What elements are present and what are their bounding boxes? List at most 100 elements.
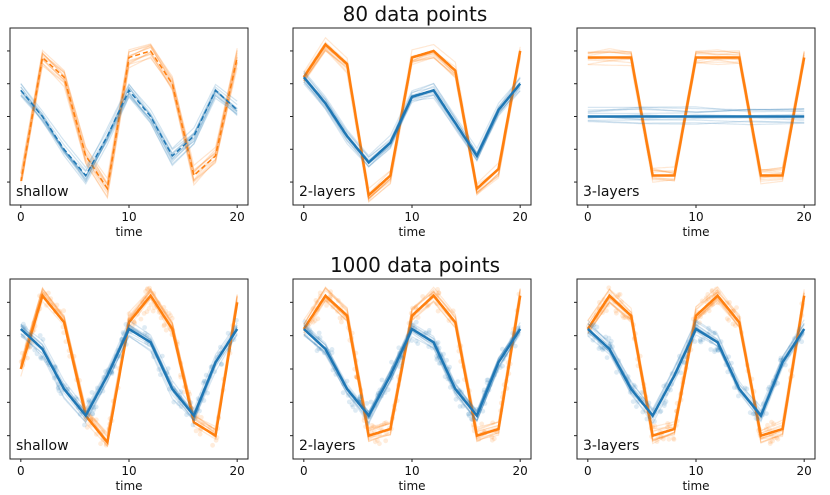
sample-line bbox=[587, 288, 805, 432]
data-point bbox=[129, 323, 135, 329]
data-point bbox=[450, 308, 456, 314]
data-point bbox=[607, 341, 613, 347]
sample-line bbox=[20, 289, 238, 443]
data-point bbox=[163, 308, 169, 314]
data-point bbox=[435, 355, 440, 361]
sample-line bbox=[20, 56, 238, 199]
series-line bbox=[302, 293, 522, 438]
data-point bbox=[56, 384, 61, 390]
data-point bbox=[771, 421, 776, 427]
data-point bbox=[697, 320, 702, 326]
data-point bbox=[594, 324, 600, 330]
data-point bbox=[632, 384, 638, 390]
x-tick-label: 20 bbox=[513, 210, 528, 224]
data-point bbox=[198, 415, 204, 420]
data-point bbox=[441, 351, 446, 357]
sample-line bbox=[587, 51, 805, 174]
data-point bbox=[671, 437, 677, 442]
data-point bbox=[667, 422, 672, 428]
data-point bbox=[37, 333, 43, 338]
sample-line bbox=[587, 106, 805, 113]
row-title-bottom: 1000 data points bbox=[330, 253, 500, 277]
data-point bbox=[90, 411, 95, 417]
data-point bbox=[708, 347, 714, 352]
panel-label-bg bbox=[295, 435, 365, 455]
panel-label: 3-layers bbox=[583, 438, 639, 454]
data-point bbox=[706, 325, 711, 331]
plot-area bbox=[20, 43, 238, 200]
data-point bbox=[481, 387, 487, 393]
data-point bbox=[742, 385, 748, 391]
panel-4: 0 10 20 time shallow bbox=[7, 278, 249, 493]
data-point bbox=[151, 305, 157, 311]
data-point bbox=[28, 344, 33, 349]
data-point bbox=[661, 383, 667, 389]
series-line bbox=[19, 327, 239, 419]
panel-label-bg bbox=[12, 181, 82, 201]
sample-line bbox=[587, 288, 805, 434]
x-tick-label: 10 bbox=[688, 464, 703, 478]
data-point bbox=[131, 319, 137, 325]
x-axis-label: time bbox=[398, 225, 425, 239]
data-point bbox=[769, 419, 774, 425]
data-point bbox=[436, 290, 442, 296]
data-point bbox=[410, 305, 415, 311]
data-point bbox=[766, 384, 772, 390]
data-point bbox=[146, 306, 152, 311]
data-point bbox=[604, 308, 609, 314]
data-point bbox=[415, 341, 421, 346]
data-point bbox=[715, 348, 721, 353]
data-point bbox=[87, 398, 92, 404]
data-point bbox=[725, 369, 731, 375]
data-point bbox=[91, 407, 97, 413]
data-point bbox=[150, 308, 156, 314]
data-point bbox=[692, 319, 698, 324]
panel-label-bg bbox=[579, 435, 649, 455]
data-point bbox=[148, 302, 154, 307]
data-point bbox=[512, 343, 518, 349]
data-point bbox=[614, 310, 619, 316]
data-point bbox=[775, 380, 780, 386]
data-point bbox=[369, 423, 375, 428]
data-point bbox=[482, 401, 488, 406]
data-point bbox=[426, 330, 432, 336]
data-point bbox=[379, 423, 384, 428]
data-point bbox=[665, 421, 671, 426]
data-point bbox=[346, 399, 352, 405]
data-point bbox=[764, 411, 769, 416]
data-point bbox=[666, 436, 672, 442]
data-point bbox=[767, 427, 773, 433]
panel-2: 0 10 20 time 2-layers bbox=[290, 27, 532, 239]
data-point bbox=[658, 408, 664, 414]
sample-line bbox=[587, 323, 805, 415]
sample-line bbox=[303, 285, 521, 432]
data-point bbox=[718, 339, 724, 344]
data-point bbox=[207, 424, 213, 430]
data-point bbox=[121, 331, 126, 337]
series-line bbox=[586, 327, 806, 419]
data-point bbox=[652, 423, 658, 429]
sample-line bbox=[20, 287, 238, 435]
data-point bbox=[52, 364, 58, 369]
data-point bbox=[485, 377, 491, 383]
sample-line bbox=[587, 49, 805, 174]
data-point bbox=[726, 354, 732, 360]
data-point bbox=[634, 404, 639, 409]
data-point bbox=[615, 294, 620, 300]
sample-line bbox=[20, 83, 238, 169]
data-point bbox=[184, 412, 190, 418]
data-point bbox=[702, 310, 707, 315]
data-point bbox=[457, 404, 463, 409]
data-point bbox=[307, 327, 312, 332]
data-point bbox=[73, 395, 79, 400]
data-point bbox=[713, 286, 719, 292]
sample-line bbox=[20, 57, 238, 200]
data-point bbox=[20, 333, 26, 339]
sample-line bbox=[20, 325, 238, 415]
data-point bbox=[158, 315, 164, 321]
data-point bbox=[37, 293, 42, 299]
x-axis-label: time bbox=[682, 479, 709, 493]
panel-3: 0 10 20 time 3-layers bbox=[574, 27, 816, 239]
data-point bbox=[371, 424, 376, 429]
series-line bbox=[302, 327, 522, 419]
